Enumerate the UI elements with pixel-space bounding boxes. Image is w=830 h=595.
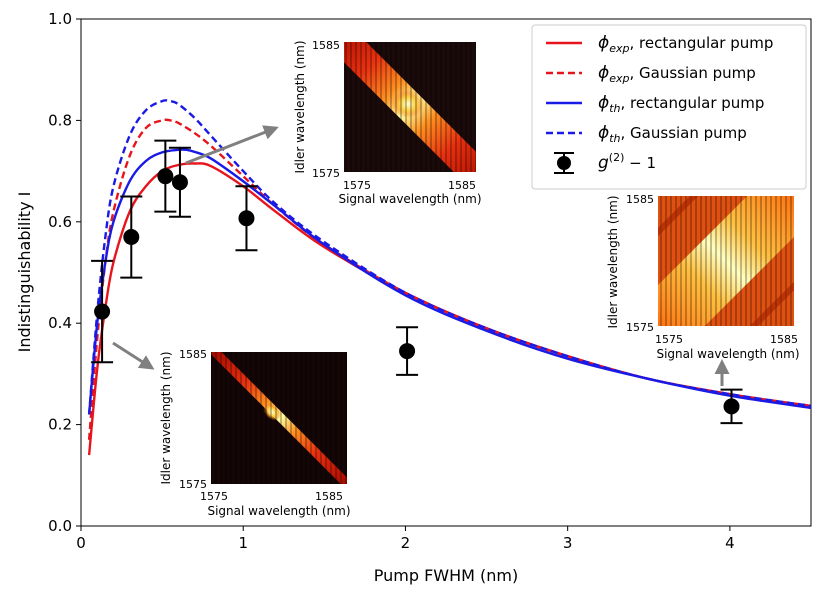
- inset-top-x-max: 1585: [448, 179, 476, 192]
- y-tick-label-2: 0.4: [48, 314, 72, 332]
- series-line-3: [87, 99, 811, 415]
- inset-right: 1585 1575 1575 1585 Signal wavelength (n…: [606, 193, 800, 361]
- legend-label-points: g(2) − 1: [598, 151, 656, 173]
- inset-right-ylabel: Idler wavelength (nm): [606, 196, 620, 329]
- inset-top-y-min: 1575: [312, 167, 340, 180]
- legend-label-1: ϕexp, Gaussian pump: [598, 63, 756, 85]
- inset-right-xlabel: Signal wavelength (nm): [656, 347, 799, 361]
- points-layer: [91, 139, 743, 425]
- inset-bottom-y-min: 1575: [179, 478, 207, 491]
- legend: ϕexp, rectangular pump ϕexp, Gaussian pum…: [531, 24, 807, 190]
- x-tick-label-1: 1: [238, 534, 248, 552]
- x-tick-label-4: 4: [725, 534, 735, 552]
- arrow-bottom: [112, 341, 155, 370]
- data-point-0: [91, 259, 114, 364]
- inset-bottom-ylabel: Idler wavelength (nm): [159, 352, 173, 485]
- x-axis-ticks: 0 1 2 3 4: [76, 526, 735, 552]
- inset-top-xlabel: Signal wavelength (nm): [338, 192, 481, 206]
- data-point-1: [120, 195, 143, 279]
- y-tick-label-4: 0.8: [48, 111, 72, 129]
- marker-2: [157, 168, 174, 185]
- y-tick-label-0: 0.0: [48, 517, 72, 535]
- inset-right-y-min: 1575: [626, 321, 654, 334]
- inset-bottom-x-max: 1585: [315, 490, 343, 503]
- legend-label-0: ϕexp, rectangular pump: [598, 33, 773, 55]
- x-axis-label: Pump FWHM (nm): [374, 566, 519, 585]
- inset-bottom-x-min: 1575: [200, 490, 228, 503]
- x-tick-label-2: 2: [401, 534, 411, 552]
- inset-right-x-min: 1575: [655, 333, 683, 346]
- marker-5: [399, 343, 416, 360]
- marker-4: [238, 210, 255, 227]
- data-point-4: [235, 185, 258, 252]
- legend-label-3: ϕth, Gaussian pump: [598, 123, 747, 145]
- y-axis-label: Indistinguishability I: [15, 192, 34, 353]
- data-point-6: [720, 388, 743, 425]
- arrow-top: [185, 125, 279, 165]
- series-line-2: [87, 148, 811, 415]
- marker-3: [171, 174, 188, 191]
- inset-bottom-xlabel: Signal wavelength (nm): [207, 504, 350, 518]
- inset-top-x-min: 1575: [343, 179, 371, 192]
- data-point-5: [396, 326, 419, 376]
- x-tick-label-0: 0: [76, 534, 86, 552]
- legend-box: [531, 24, 807, 190]
- data-point-2: [154, 139, 177, 213]
- inset-bottom: 1585 1575 1575 1585 Signal wavelength (n…: [159, 348, 351, 518]
- y-tick-label-5: 1.0: [48, 10, 72, 28]
- y-tick-label-3: 0.6: [48, 213, 72, 231]
- marker-1: [123, 229, 140, 246]
- arrows: [112, 125, 730, 386]
- inset-bottom-y-max: 1585: [179, 348, 207, 361]
- data-point-3: [168, 146, 191, 218]
- legend-swatch-points: [554, 152, 574, 174]
- inset-right-x-max: 1585: [770, 333, 798, 346]
- inset-top-ylabel: Idler wavelength (nm): [293, 41, 307, 174]
- marker-6: [723, 398, 740, 415]
- inset-right-y-max: 1585: [626, 193, 654, 206]
- legend-label-2: ϕth, rectangular pump: [598, 93, 764, 115]
- y-axis-ticks: 0.0 0.2 0.4 0.6 0.8 1.0: [48, 10, 81, 535]
- marker-0: [94, 303, 111, 320]
- inset-top-y-max: 1585: [312, 39, 340, 52]
- series-layer: [87, 99, 811, 456]
- y-tick-label-1: 0.2: [48, 416, 72, 434]
- inset-top: 1585 1575 1575 1585 Signal wavelength (n…: [293, 39, 482, 206]
- x-tick-label-3: 3: [563, 534, 573, 552]
